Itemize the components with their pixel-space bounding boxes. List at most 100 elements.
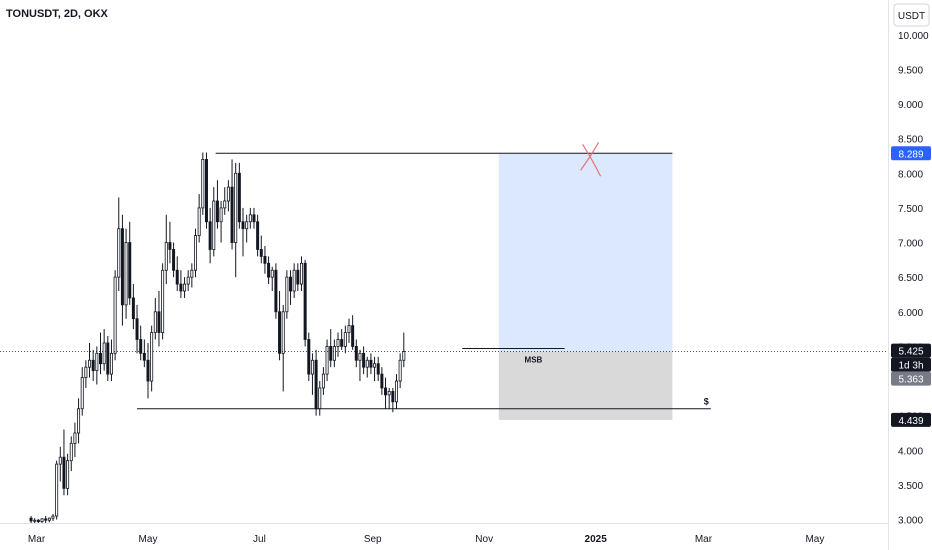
candle: [120, 214, 124, 326]
candle: [223, 187, 227, 215]
svg-text:5.425: 5.425: [898, 347, 923, 358]
candle: [51, 513, 55, 521]
price-tick-label: 8.000: [898, 169, 923, 180]
candle: [139, 325, 143, 361]
candle: [204, 152, 208, 229]
candle: [248, 207, 252, 229]
candle: [157, 291, 161, 347]
time-tick-label: 2025: [585, 534, 608, 545]
candle: [91, 349, 95, 382]
svg-text:5.363: 5.363: [898, 375, 923, 386]
candle: [398, 353, 402, 388]
candle: [226, 180, 230, 212]
candle: [36, 518, 40, 524]
candle: [373, 356, 377, 382]
candle: [387, 387, 391, 409]
candle: [380, 367, 384, 395]
candle: [384, 377, 388, 409]
long-position-tool[interactable]: [498, 153, 673, 420]
candle: [131, 284, 135, 330]
candle: [102, 329, 106, 371]
time-tick-label: May: [139, 534, 158, 545]
candle: [135, 304, 139, 354]
currency-selector[interactable]: [893, 3, 930, 27]
profit-zone[interactable]: [498, 153, 673, 352]
candle: [55, 460, 59, 520]
candle: [252, 207, 256, 229]
candle: [168, 221, 172, 264]
candle: [84, 360, 88, 388]
svg-text:8.289: 8.289: [898, 149, 923, 160]
candle: [351, 315, 355, 350]
candle: [124, 228, 128, 319]
candle: [369, 353, 373, 375]
candle: [307, 332, 311, 382]
candle: [376, 356, 380, 382]
candle: [40, 518, 44, 524]
candle: [394, 374, 398, 409]
candle: [270, 266, 274, 292]
price-tick-label: 9.500: [898, 65, 923, 76]
time-tick-label: Jul: [253, 534, 266, 545]
time-tick-label: Nov: [475, 534, 493, 545]
candle: [128, 221, 132, 305]
candle: [69, 436, 73, 472]
candle: [106, 336, 110, 382]
candle: [153, 297, 157, 340]
candle: [321, 367, 325, 395]
candle: [347, 318, 351, 343]
candle: [343, 325, 347, 354]
svg-text:1d 3h: 1d 3h: [898, 361, 923, 372]
candle: [175, 256, 179, 292]
candle: [164, 214, 168, 285]
candle: [80, 367, 84, 416]
candle: [296, 263, 300, 292]
currency-label: USDT: [898, 11, 925, 22]
cross-mark-icon: [582, 143, 602, 177]
time-tick-label: Mar: [695, 534, 713, 545]
drawings[interactable]: MSB $: [0, 141, 888, 410]
candle: [194, 228, 198, 278]
candle: [47, 517, 51, 523]
candle: [285, 270, 289, 319]
candle: [146, 342, 150, 399]
candle: [113, 270, 117, 361]
candle: [230, 159, 234, 250]
price-tick-label: 3.000: [898, 516, 923, 527]
candle: [256, 214, 260, 257]
svg-text:4.439: 4.439: [898, 416, 923, 427]
symbol-title: TONUSDT, 2D, OKX: [6, 8, 108, 20]
candle: [117, 197, 121, 292]
candle: [303, 259, 307, 347]
candle: [88, 342, 92, 378]
candle: [95, 346, 99, 385]
price-tick-label: 10.000: [898, 31, 929, 42]
time-tick-label: Mar: [28, 534, 46, 545]
candle: [109, 339, 113, 382]
candle: [245, 214, 249, 243]
candle: [354, 339, 358, 368]
candle: [402, 332, 406, 368]
candle: [340, 329, 344, 350]
time-tick-label: May: [805, 534, 824, 545]
candle: [62, 429, 66, 496]
candle: [336, 332, 340, 357]
candle: [281, 304, 285, 392]
candle: [150, 325, 154, 392]
candle: [358, 349, 362, 382]
stop-price-badge: 4.439: [891, 412, 931, 427]
candle: [362, 346, 366, 375]
candle: [241, 207, 245, 257]
candle: [66, 453, 70, 496]
candle: [142, 339, 146, 368]
candle: [161, 263, 165, 340]
candle: [259, 235, 263, 264]
price-tick-label: 9.000: [898, 100, 923, 111]
candle: [318, 381, 322, 416]
candle: [292, 263, 296, 298]
candle: [325, 339, 329, 382]
candle: [237, 162, 241, 229]
candle: [197, 194, 201, 243]
candle: [310, 353, 314, 395]
